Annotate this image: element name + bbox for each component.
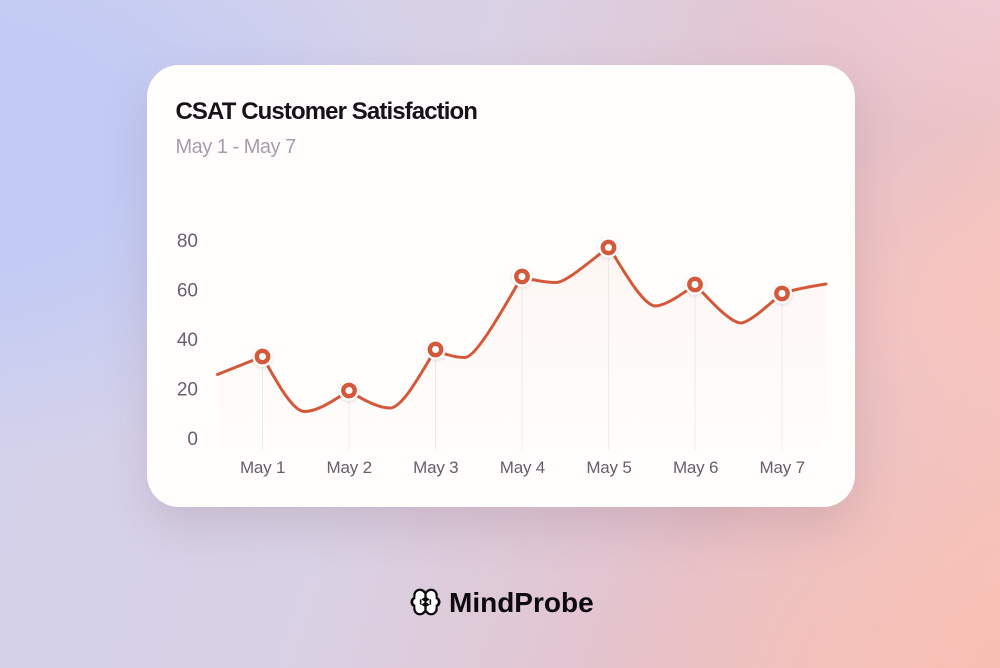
svg-text:May 5: May 5 (586, 458, 631, 477)
svg-text:May 3: May 3 (413, 458, 458, 477)
svg-text:May 6: May 6 (673, 458, 718, 477)
svg-text:80: 80 (177, 231, 198, 252)
svg-text:60: 60 (177, 281, 198, 302)
svg-text:May 7: May 7 (760, 458, 805, 477)
svg-text:May 2: May 2 (327, 458, 372, 477)
svg-text:20: 20 (177, 380, 198, 401)
svg-text:May 4: May 4 (500, 458, 545, 477)
svg-text:0: 0 (187, 429, 198, 450)
svg-text:40: 40 (177, 330, 198, 351)
svg-text:May 1: May 1 (240, 458, 285, 477)
